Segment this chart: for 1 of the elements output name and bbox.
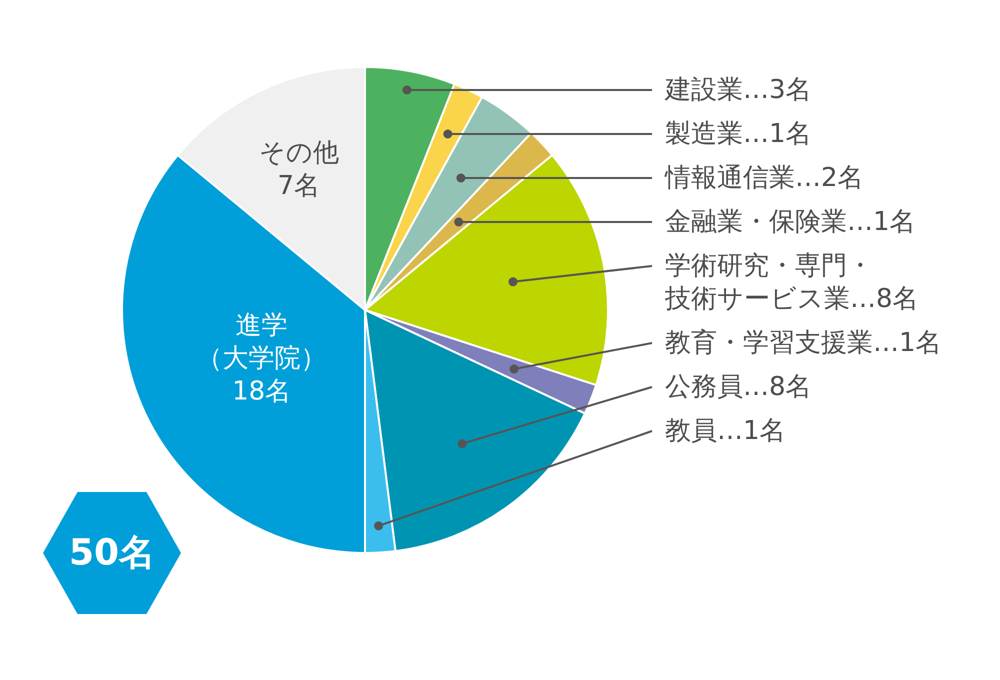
text: 50名 [68, 532, 156, 574]
